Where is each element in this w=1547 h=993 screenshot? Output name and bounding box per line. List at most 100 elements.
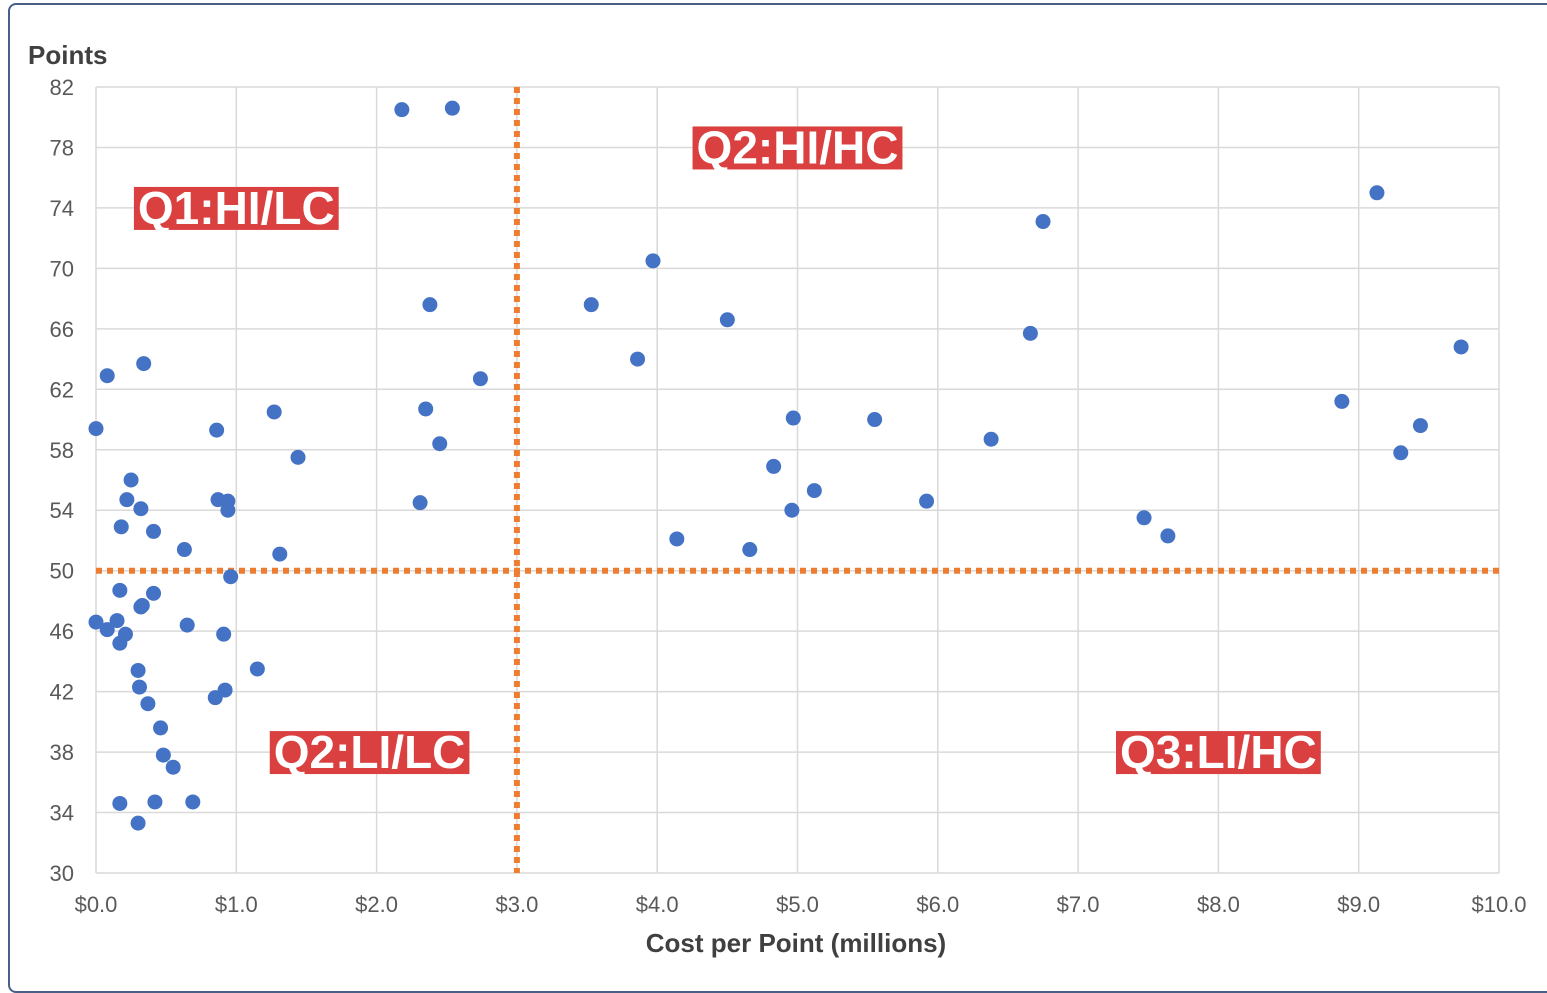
data-point	[109, 613, 125, 629]
data-point	[290, 449, 306, 465]
data-point	[99, 368, 115, 384]
quadrant-label-background	[133, 186, 339, 230]
quadrant-label-background	[269, 731, 470, 775]
data-point	[806, 483, 822, 499]
quadrant-label-text: Q2:HI/HC	[697, 121, 899, 173]
x-tick-label: $5.0	[776, 892, 819, 917]
data-point	[1022, 325, 1038, 341]
quadrant-label: Q2:HI/HC	[692, 121, 903, 173]
data-point	[1334, 393, 1350, 409]
data-point	[1035, 214, 1051, 230]
y-tick-label: 54	[50, 498, 74, 523]
data-point	[394, 102, 410, 118]
data-point	[766, 458, 782, 474]
data-point	[165, 759, 181, 775]
x-tick-label: $8.0	[1197, 892, 1240, 917]
x-tick-label: $6.0	[916, 892, 959, 917]
data-point	[176, 542, 192, 558]
data-point	[209, 422, 225, 438]
y-tick-label: 38	[50, 740, 74, 765]
data-point	[867, 412, 883, 428]
data-point	[185, 794, 201, 810]
data-point	[112, 582, 128, 598]
data-point	[179, 617, 195, 633]
y-tick-label: 42	[50, 680, 74, 705]
y-tick-label: 78	[50, 135, 74, 160]
data-point	[1412, 418, 1428, 434]
y-tick-label: 74	[50, 196, 74, 221]
data-point	[155, 747, 171, 763]
data-point	[784, 502, 800, 518]
data-point	[669, 531, 685, 547]
x-tick-label: $0.0	[75, 892, 118, 917]
data-point	[1160, 528, 1176, 544]
data-point	[88, 421, 104, 437]
y-tick-label: 46	[50, 619, 74, 644]
data-point	[207, 690, 223, 706]
data-point	[272, 546, 288, 562]
x-tick-labels: $0.0 $1.0 $2.0 $3.0 $4.0 $5.0 $6.0 $7.0 $8.0 $9.0…	[75, 892, 1527, 917]
quadrant-label: Q3:LI/HC	[1116, 726, 1321, 778]
data-point	[123, 472, 139, 488]
data-point	[742, 542, 758, 558]
data-point	[266, 404, 282, 420]
data-points	[88, 100, 1469, 831]
data-point	[119, 492, 135, 508]
data-point	[422, 297, 438, 313]
data-point	[130, 662, 146, 678]
data-point	[249, 661, 265, 677]
data-point	[444, 100, 460, 116]
quadrant-label-background	[692, 126, 903, 170]
quadrant-label: Q2:LI/LC	[269, 726, 470, 778]
x-tick-label: $3.0	[495, 892, 538, 917]
data-point	[112, 795, 128, 811]
data-point	[1136, 510, 1152, 526]
quadrant-labels: Q1:HI/LC Q2:HI/HC Q2:LI/LC Q3:LI/HC	[133, 121, 1321, 778]
x-tick-label: $4.0	[636, 892, 679, 917]
data-point	[146, 585, 162, 601]
data-point	[1369, 185, 1385, 201]
x-axis-title: Cost per Point (millions)	[646, 928, 946, 958]
x-tick-label: $9.0	[1337, 892, 1380, 917]
data-point	[88, 614, 104, 630]
data-point	[134, 597, 150, 613]
data-point	[630, 351, 646, 367]
x-tick-label: $1.0	[215, 892, 258, 917]
y-tick-label: 34	[50, 801, 74, 826]
data-point	[1393, 445, 1409, 461]
quadrant-label-text: Q2:LI/LC	[274, 726, 466, 778]
x-tick-label: $2.0	[355, 892, 398, 917]
data-point	[645, 253, 661, 269]
data-point	[216, 626, 232, 642]
y-tick-labels: 82 78 74 70 66 62 58 54 50 46 42 38 34 30	[50, 75, 74, 886]
reference-lines	[96, 87, 1499, 873]
data-point	[140, 696, 156, 712]
data-point	[130, 815, 146, 831]
y-tick-label: 82	[50, 75, 74, 100]
data-point	[983, 431, 999, 447]
data-point	[1453, 339, 1469, 355]
x-tick-label: $10.0	[1471, 892, 1526, 917]
data-point	[113, 519, 129, 535]
data-point	[719, 312, 735, 328]
quadrant-label-background	[1116, 731, 1321, 775]
quadrant-label-text: Q3:LI/HC	[1120, 726, 1317, 778]
data-point	[146, 523, 162, 539]
data-point	[99, 622, 115, 638]
data-point	[583, 297, 599, 313]
y-tick-label: 30	[50, 861, 74, 886]
data-point	[412, 495, 428, 511]
data-point	[136, 356, 152, 372]
y-axis-title: Points	[28, 40, 107, 70]
data-point	[133, 501, 149, 517]
data-point	[432, 436, 448, 452]
data-point	[418, 401, 434, 417]
data-point	[785, 410, 801, 426]
y-tick-label: 62	[50, 377, 74, 402]
quadrant-label-text: Q1:HI/LC	[138, 182, 335, 234]
data-point	[131, 679, 147, 695]
y-tick-label: 70	[50, 256, 74, 281]
data-point	[472, 371, 488, 387]
y-tick-label: 66	[50, 317, 74, 342]
